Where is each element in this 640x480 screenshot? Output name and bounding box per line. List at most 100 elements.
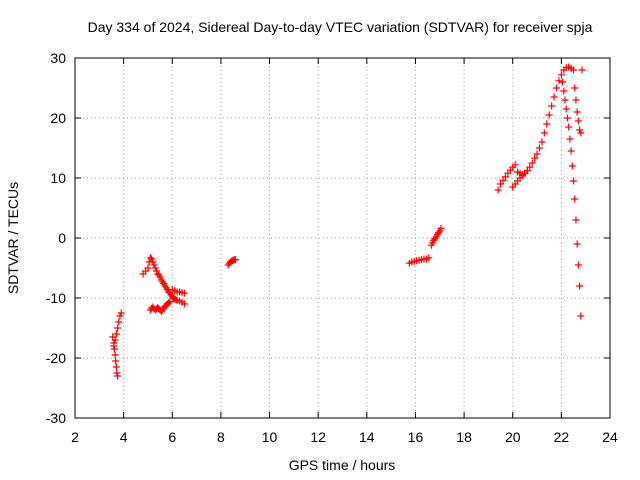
data-point	[540, 129, 548, 137]
data-point	[570, 177, 578, 185]
series-arc-5b	[509, 167, 531, 191]
series-arc-4b	[427, 224, 445, 249]
x-tick-label: 14	[359, 429, 375, 445]
data-point	[576, 126, 584, 134]
data-point	[567, 147, 575, 155]
data-point	[538, 138, 546, 146]
data-point	[501, 173, 509, 181]
data-point	[114, 324, 122, 332]
y-tick-labels: 30 20 10 0 -10 -20 -30	[46, 50, 66, 426]
data-point	[146, 254, 154, 262]
data-point	[112, 363, 120, 371]
data-point	[572, 216, 580, 224]
y-tick-label: -30	[46, 410, 66, 426]
data-point	[114, 372, 122, 380]
data-point	[535, 144, 543, 152]
x-tick-label: 22	[554, 429, 570, 445]
data-point	[559, 78, 567, 86]
data-point	[156, 273, 164, 281]
series-arc-4a	[405, 254, 433, 267]
series-arc-2b	[146, 298, 174, 316]
data-point	[112, 330, 120, 338]
y-axis-label: SDTVAR / TECUs	[5, 182, 21, 294]
data-point	[148, 255, 156, 263]
x-tick-label: 8	[217, 429, 225, 445]
data-point	[437, 224, 445, 232]
x-tick-label: 24	[602, 429, 618, 445]
data-point	[232, 256, 239, 264]
series-arc-3	[224, 256, 239, 269]
data-point	[533, 150, 541, 158]
data-point	[497, 180, 505, 188]
data-point	[574, 117, 582, 125]
data-point	[562, 105, 570, 113]
axis-ticks	[74, 57, 611, 419]
data-point	[571, 84, 579, 92]
grid-lines	[75, 58, 610, 418]
data-point	[526, 163, 534, 171]
data-point	[557, 71, 565, 79]
x-tick-label: 18	[456, 429, 472, 445]
x-tick-labels: 2 4 6 8 10 12 14 16 18 20 22 24	[71, 429, 618, 445]
data-point	[111, 351, 119, 359]
y-tick-label: -20	[46, 350, 66, 366]
data-point	[565, 123, 573, 131]
data-point	[144, 264, 152, 272]
data-point	[180, 300, 188, 308]
x-axis-label: GPS time / hours	[289, 457, 396, 473]
x-tick-label: 12	[310, 429, 326, 445]
series-arc-5	[494, 63, 578, 194]
data-point	[568, 162, 576, 170]
series-arc-6a	[559, 78, 585, 320]
y-tick-label: -10	[46, 290, 66, 306]
data-point	[166, 298, 174, 306]
data-point	[543, 120, 551, 128]
data-point	[577, 129, 585, 137]
data-point	[113, 369, 121, 377]
data-point	[555, 77, 563, 85]
data-point	[561, 96, 569, 104]
data-point	[566, 135, 574, 143]
data-point	[577, 312, 585, 320]
data-point	[523, 167, 531, 175]
data-point	[573, 108, 581, 116]
data-point	[511, 161, 519, 169]
x-tick-label: 20	[505, 429, 521, 445]
data-point	[574, 261, 582, 269]
x-tick-label: 16	[408, 429, 424, 445]
x-tick-label: 2	[71, 429, 79, 445]
data-point	[112, 357, 120, 365]
data-point	[150, 261, 158, 269]
data-point	[110, 342, 118, 350]
data-points	[109, 63, 586, 380]
y-tick-label: 0	[58, 230, 66, 246]
x-tick-label: 10	[262, 429, 278, 445]
data-point	[563, 114, 571, 122]
data-point	[545, 111, 553, 119]
data-point	[570, 66, 578, 74]
x-tick-label: 4	[120, 429, 128, 445]
data-point	[578, 66, 586, 74]
y-tick-label: 30	[50, 50, 66, 66]
data-point	[425, 254, 433, 262]
data-point	[548, 102, 556, 110]
data-point	[151, 264, 159, 272]
data-point	[528, 159, 536, 167]
data-point	[149, 258, 157, 266]
data-point	[499, 176, 507, 184]
y-tick-label: 20	[50, 110, 66, 126]
series-arc-2c	[168, 286, 188, 297]
data-point	[576, 282, 584, 290]
series-arc-2a	[139, 254, 188, 308]
x-tick-label: 6	[168, 429, 176, 445]
data-point	[152, 267, 160, 275]
data-point	[531, 154, 539, 162]
series-arc-6b	[571, 66, 586, 137]
data-point	[494, 186, 502, 194]
data-point	[573, 240, 581, 248]
data-point	[553, 84, 560, 92]
series-arc-1b	[110, 309, 125, 350]
chart-title: Day 334 of 2024, Sidereal Day-to-day VTE…	[88, 19, 593, 35]
data-point	[165, 299, 173, 307]
